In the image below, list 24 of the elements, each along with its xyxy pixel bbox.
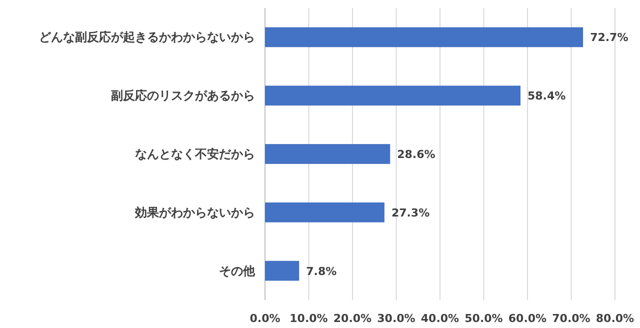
x-tick-label: 70.0% bbox=[552, 312, 590, 325]
data-label: 7.8% bbox=[306, 264, 337, 278]
x-tick-label: 60.0% bbox=[508, 312, 547, 325]
y-tick-label: 効果がわからないから bbox=[134, 205, 255, 220]
y-tick-label: その他 bbox=[219, 264, 256, 278]
x-tick-label: 20.0% bbox=[333, 312, 372, 325]
x-tick-label: 0.0% bbox=[250, 312, 280, 325]
bar bbox=[265, 144, 390, 164]
bar bbox=[265, 86, 520, 106]
x-tick-label: 50.0% bbox=[464, 312, 503, 325]
bar bbox=[265, 27, 584, 48]
bar bbox=[265, 202, 384, 222]
x-tick-label: 80.0% bbox=[596, 312, 634, 325]
x-tick-label: 30.0% bbox=[377, 312, 416, 325]
y-tick-label: どんな副反応が起きるかわからないから bbox=[39, 30, 255, 44]
data-label: 72.7% bbox=[590, 31, 628, 44]
data-label: 28.6% bbox=[397, 148, 436, 161]
bar bbox=[265, 260, 300, 281]
x-tick-label: 40.0% bbox=[420, 312, 460, 325]
y-tick-label: なんとなく不安だから bbox=[135, 147, 255, 161]
x-tick-label: 10.0% bbox=[290, 312, 328, 325]
data-label: 58.4% bbox=[528, 90, 566, 103]
data-label: 27.3% bbox=[391, 206, 430, 220]
y-tick-label: 副反応のリスクがあるから bbox=[111, 88, 255, 103]
